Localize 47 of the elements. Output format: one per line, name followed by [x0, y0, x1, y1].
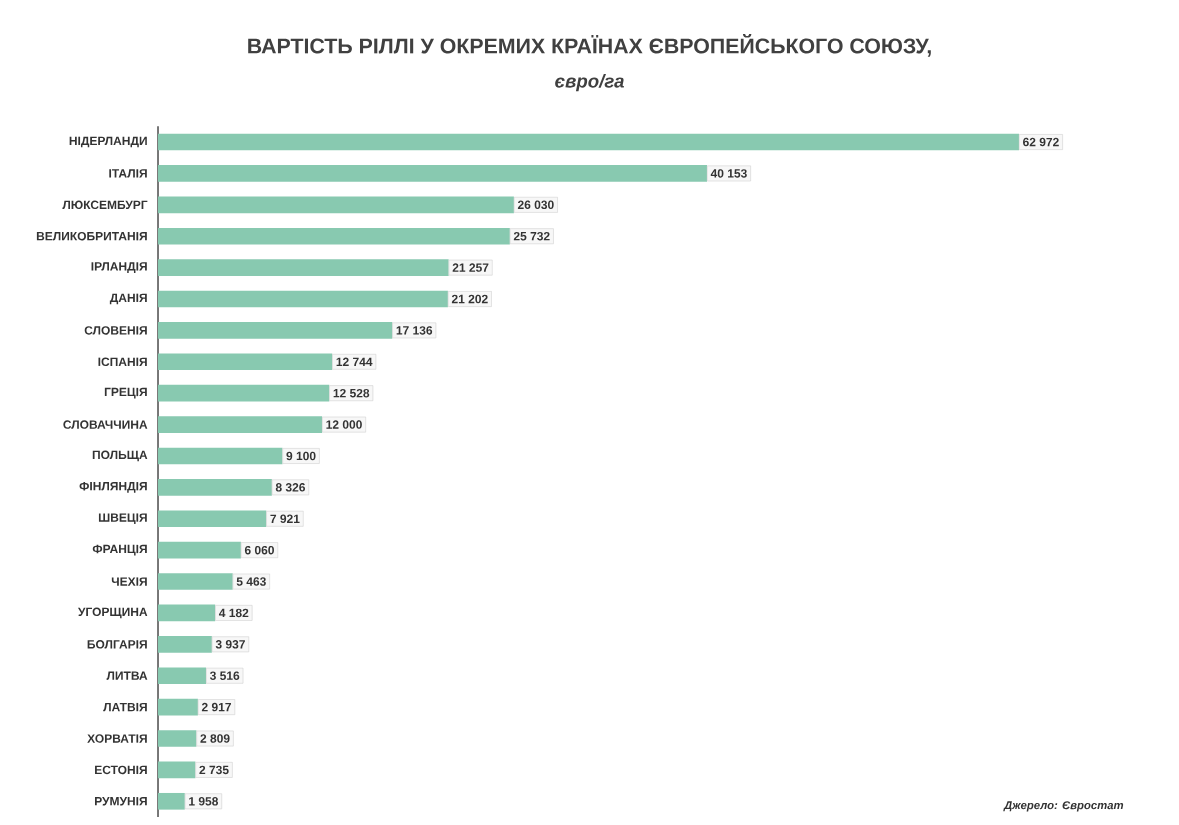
y-tick-label: НІДЕРЛАНДИ — [69, 136, 147, 148]
y-tick-label: ІРЛАНДІЯ — [91, 262, 147, 273]
data-label: 3 516 — [209, 671, 240, 680]
data-label: 5 463 — [236, 577, 266, 586]
data-label: 9 100 — [286, 451, 316, 461]
data-label: 4 182 — [218, 608, 249, 618]
data-label: 26 030 — [517, 200, 554, 210]
data-label: 1 958 — [189, 797, 219, 806]
y-tick-label: ІТАЛІЯ — [109, 169, 147, 178]
data-label: 7 921 — [270, 514, 300, 524]
y-tick-label: ФІНЛЯНДІЯ — [79, 482, 147, 493]
y-tick-label: ГРЕЦІЯ — [104, 387, 147, 399]
data-label: 12 528 — [333, 388, 370, 398]
y-tick-label: ЛИТВА — [106, 671, 148, 680]
data-label: 25 732 — [513, 231, 550, 241]
y-tick-label: ВЕЛИКОБРИТАНІЯ — [36, 231, 147, 241]
data-label: 21 202 — [451, 294, 488, 304]
data-label: 8 326 — [275, 483, 306, 492]
y-tick-label: ПОЛЬЩА — [92, 450, 148, 462]
y-tick-label: БОЛГАРІЯ — [87, 640, 147, 649]
data-label: 3 937 — [215, 640, 245, 649]
y-tick-label: ІСПАНІЯ — [98, 357, 147, 367]
chart-title: ВАРТІСТЬ РІЛЛІ У ОКРЕМИХ КРАЇНАХ ЄВРОПЕЙСЬКОГО СОЮЗУ, — [248, 34, 931, 57]
y-tick-label: ЧЕХІЯ — [111, 577, 147, 586]
data-label: 40 153 — [710, 169, 747, 178]
y-tick-label: ЛАТВІЯ — [103, 702, 147, 712]
y-tick-label: СЛОВЕНІЯ — [84, 326, 147, 335]
y-tick-label: ЕСТОНІЯ — [95, 765, 147, 775]
y-tick-label: ШВЕЦІЯ — [98, 513, 147, 525]
y-tick-label: ФРАНЦІЯ — [92, 544, 147, 556]
data-label: 2 917 — [201, 702, 231, 712]
annotation: Джерело: Євростат — [1003, 801, 1124, 812]
data-label: 12 000 — [326, 420, 362, 429]
data-label: 2 735 — [199, 765, 229, 775]
chart-subtitle: євро/га — [555, 73, 624, 92]
y-tick-label: ДАНІЯ — [109, 293, 147, 305]
data-label: 2 809 — [200, 734, 230, 743]
y-tick-label: ХОРВАТІЯ — [87, 734, 147, 743]
data-label: 17 136 — [396, 326, 433, 335]
data-label: 21 257 — [452, 263, 489, 272]
y-tick-label: РУМУНІЯ — [95, 797, 147, 806]
data-label: 62 972 — [1023, 137, 1059, 147]
data-label: 6 060 — [244, 545, 274, 555]
y-tick-label: СЛОВАЧЧИНА — [63, 420, 148, 429]
data-label: 12 744 — [336, 357, 373, 366]
y-tick-label: УГОРЩИНА — [77, 607, 148, 619]
y-tick-label: ЛЮКСЕМБУРГ — [62, 200, 148, 210]
